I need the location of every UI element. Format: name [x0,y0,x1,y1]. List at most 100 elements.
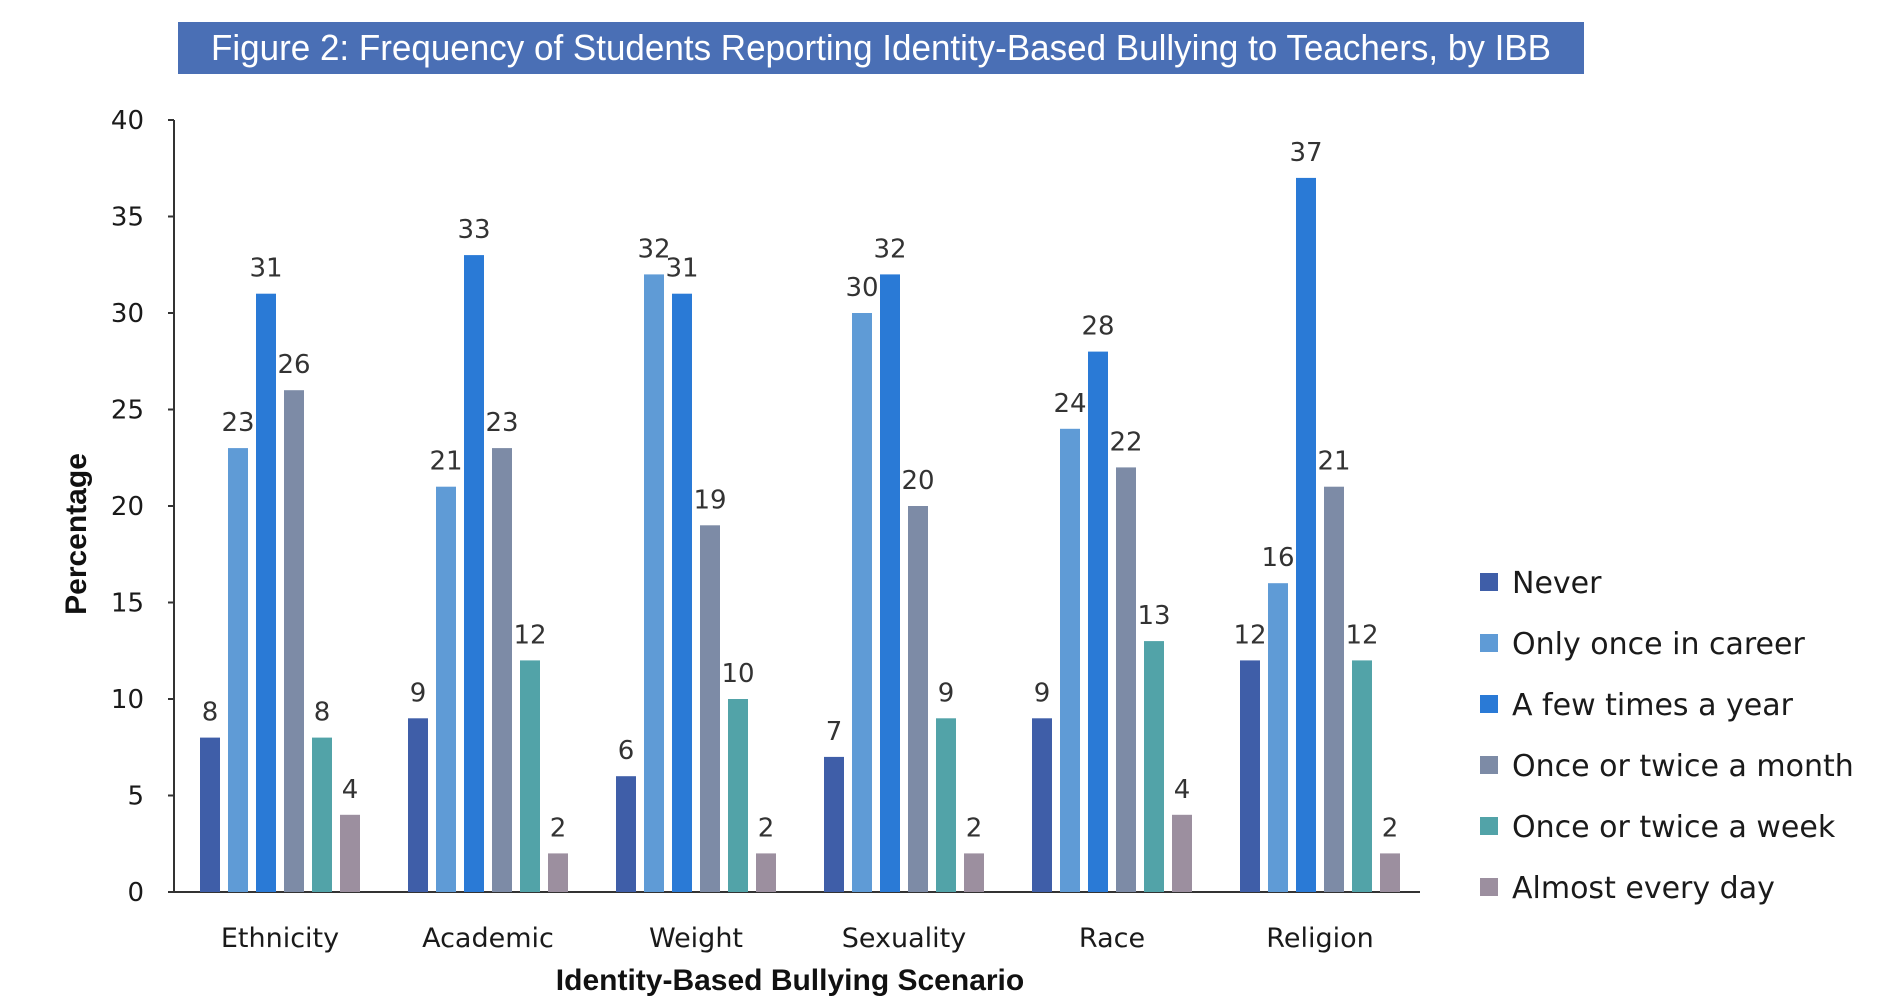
bar-value-label: 20 [901,466,934,496]
bar-value-label: 30 [845,273,878,303]
legend-swatch [1480,878,1498,896]
legend-swatch [1480,817,1498,835]
bar [284,390,304,892]
data-labels: 8233126849213323122632311910273032209292… [202,138,1399,844]
chart-title-banner [178,22,1584,74]
x-tick-label: Religion [1266,923,1373,954]
bar-value-label: 7 [826,717,843,747]
legend-swatch [1480,756,1498,774]
x-axis-category-labels: Ethnicity Academic Weight Sexuality Race Reli… [221,923,1374,954]
bar-value-label: 26 [277,350,310,380]
bar [312,737,332,892]
x-tick-label: Race [1079,923,1145,954]
bar-value-label: 12 [513,620,546,650]
bar [852,313,872,892]
bar [616,776,636,892]
bar-value-label: 4 [342,775,359,805]
bar [756,853,776,892]
bar-value-label: 31 [249,254,282,284]
bar-value-label: 9 [938,678,955,708]
y-tick-label: 20 [111,492,144,522]
y-tick-label: 10 [111,685,144,715]
bar-value-label: 32 [873,234,906,264]
x-tick-label: Sexuality [842,923,967,954]
bar [700,525,720,892]
bar [1296,177,1316,892]
y-tick-label: 25 [111,396,144,426]
y-axis-title: Percentage [60,453,93,615]
bar-value-label: 23 [221,408,254,438]
bar [672,293,692,892]
bar [1144,641,1164,892]
bar [1116,467,1136,892]
bar [1380,853,1400,892]
bar-value-label: 2 [966,813,983,843]
bar [492,448,512,892]
legend-swatch [1480,634,1498,652]
y-tick-label: 35 [111,203,144,233]
bar-value-label: 16 [1261,543,1294,573]
y-tick-label: 40 [111,106,144,136]
x-tick-label: Ethnicity [221,923,339,954]
y-tick-label: 15 [111,589,144,619]
bar [1324,486,1344,892]
bar [340,814,360,892]
bar [644,274,664,892]
bar [1352,660,1372,892]
bar-value-label: 19 [693,485,726,515]
bar [436,486,456,892]
bar [408,718,428,892]
bar [1060,428,1080,892]
bar-value-label: 31 [665,254,698,284]
bar-value-label: 12 [1345,620,1378,650]
legend-swatch [1480,695,1498,713]
bar [1088,351,1108,893]
bar [908,506,928,892]
bar-value-label: 2 [550,813,567,843]
bar [880,274,900,892]
bars [200,177,1400,893]
bar-value-label: 12 [1233,620,1266,650]
bar [964,853,984,892]
bar [824,756,844,892]
bar [1032,718,1052,892]
chart-title: Figure 2: Frequency of Students Reportin… [211,27,1551,68]
legend-label: Once or twice a week [1512,810,1836,845]
bar-value-label: 21 [429,447,462,477]
bar-value-label: 24 [1053,389,1086,419]
bar [228,448,248,892]
bar [256,293,276,892]
y-axis-ticks: 0 5 10 15 20 25 30 35 40 [111,106,174,908]
bar [520,660,540,892]
legend: Never Only once in career A few times a ye… [1480,566,1854,906]
bar-value-label: 8 [202,698,219,728]
x-tick-label: Weight [649,923,743,954]
bar-value-label: 10 [721,659,754,689]
legend-label: Once or twice a month [1512,749,1854,784]
y-tick-label: 5 [127,782,144,812]
bar-value-label: 33 [457,215,490,245]
legend-label: Only once in career [1512,627,1805,662]
bar-value-label: 9 [410,678,427,708]
bar [200,737,220,892]
bar-value-label: 13 [1137,601,1170,631]
bar-value-label: 9 [1034,678,1051,708]
bar-value-label: 2 [758,813,775,843]
x-axis-title: Identity-Based Bullying Scenario [556,964,1024,997]
bar-value-label: 21 [1317,447,1350,477]
y-tick-label: 0 [127,878,144,908]
bar [548,853,568,892]
legend-swatch [1480,573,1498,591]
legend-label: A few times a year [1512,688,1794,723]
bar-value-label: 37 [1289,138,1322,168]
bar [1240,660,1260,892]
bar-value-label: 8 [314,698,331,728]
y-tick-label: 30 [111,299,144,329]
bar-value-label: 22 [1109,427,1142,457]
bar-value-label: 6 [618,736,635,766]
bar [464,255,484,893]
legend-label: Never [1512,566,1602,601]
bar [1172,814,1192,892]
